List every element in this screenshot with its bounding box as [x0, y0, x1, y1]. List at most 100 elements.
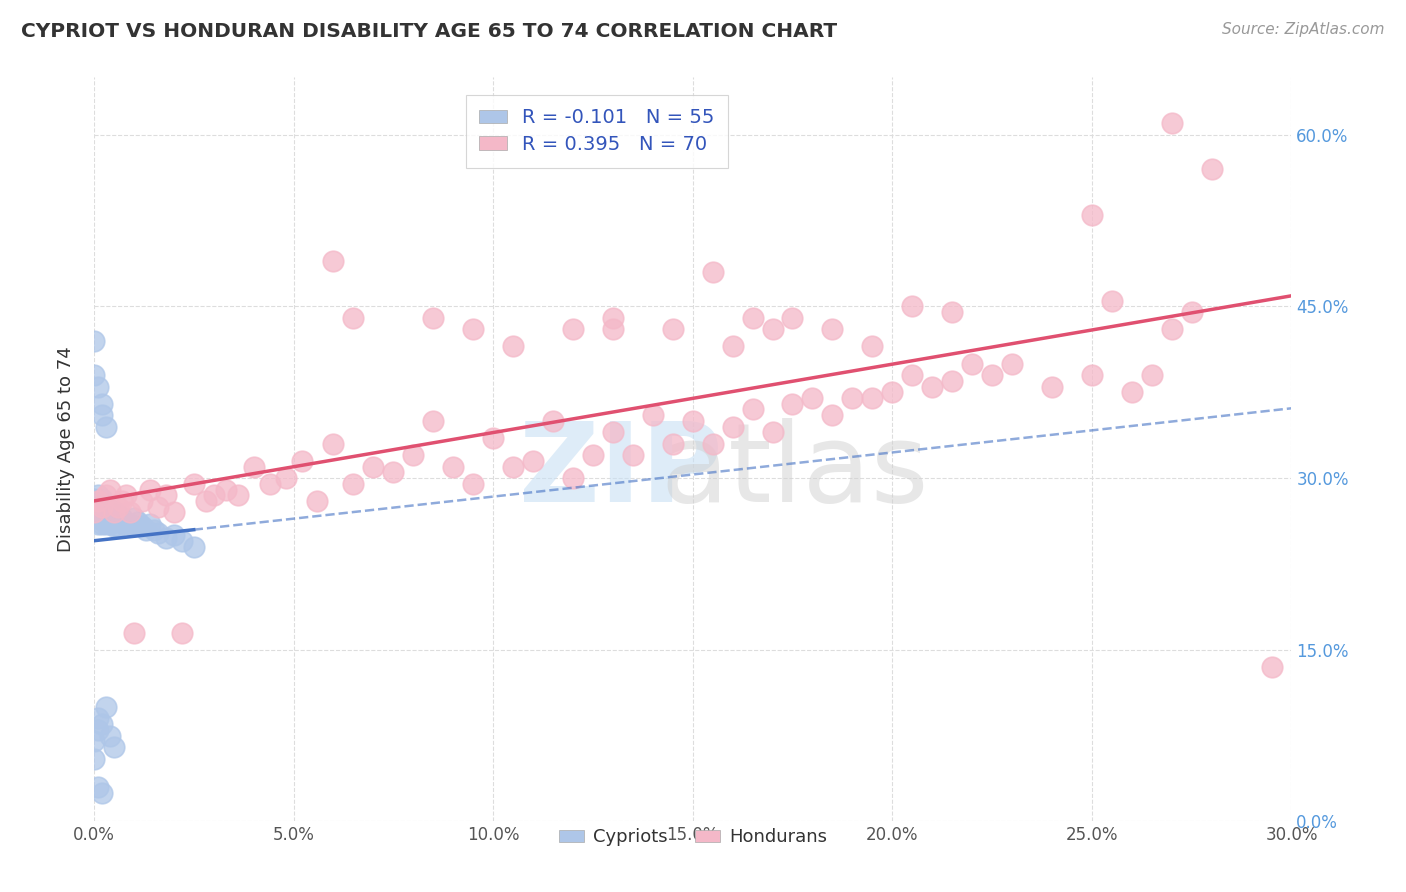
Point: [561, 471, 583, 485]
Point: [90, 491, 112, 506]
Point: [901, 368, 924, 382]
Point: [702, 436, 724, 450]
Point: [83, 491, 105, 506]
Point: [242, 459, 264, 474]
Point: [1040, 379, 1063, 393]
Point: [921, 379, 943, 393]
Point: [170, 534, 193, 549]
Point: [1181, 305, 1204, 319]
Point: [103, 505, 125, 519]
Point: [721, 339, 744, 353]
Point: [941, 305, 963, 319]
Point: [1101, 293, 1123, 308]
Point: [87, 511, 110, 525]
Point: [83, 334, 105, 348]
Point: [83, 500, 105, 514]
Point: [214, 483, 236, 497]
Point: [94, 511, 117, 525]
Point: [782, 310, 804, 325]
Point: [139, 483, 162, 497]
Point: [98, 508, 121, 522]
Point: [841, 391, 863, 405]
Point: [163, 528, 186, 542]
Point: [463, 322, 485, 336]
Point: [1081, 208, 1104, 222]
Point: [87, 780, 110, 794]
Point: [1081, 368, 1104, 382]
Point: [382, 466, 405, 480]
Point: [90, 397, 112, 411]
Point: [741, 402, 763, 417]
Point: [582, 448, 605, 462]
Point: [90, 496, 112, 510]
Point: [118, 516, 141, 531]
Point: [463, 476, 485, 491]
Point: [602, 322, 624, 336]
Point: [94, 700, 117, 714]
Point: [782, 397, 804, 411]
Point: [90, 408, 112, 422]
Point: [118, 505, 141, 519]
Point: [131, 519, 153, 533]
Point: [83, 734, 105, 748]
Point: [135, 523, 157, 537]
Point: [761, 425, 783, 440]
Point: [90, 516, 112, 531]
Point: [274, 471, 297, 485]
Text: ZIP: ZIP: [519, 418, 723, 525]
Point: [87, 508, 110, 522]
Point: [87, 494, 110, 508]
Point: [163, 505, 186, 519]
Text: CYPRIOT VS HONDURAN DISABILITY AGE 65 TO 74 CORRELATION CHART: CYPRIOT VS HONDURAN DISABILITY AGE 65 TO…: [21, 22, 837, 41]
Point: [87, 505, 110, 519]
Point: [860, 339, 883, 353]
Point: [87, 711, 110, 725]
Point: [522, 454, 544, 468]
Point: [142, 523, 165, 537]
Point: [103, 740, 125, 755]
Point: [139, 516, 162, 531]
Point: [98, 503, 121, 517]
Point: [422, 310, 444, 325]
Point: [761, 322, 783, 336]
Point: [602, 425, 624, 440]
Point: [111, 515, 134, 529]
Point: [87, 503, 110, 517]
Point: [90, 503, 112, 517]
Point: [146, 500, 169, 514]
Point: [127, 515, 149, 529]
Point: [682, 414, 704, 428]
Point: [422, 414, 444, 428]
Point: [183, 476, 205, 491]
Point: [561, 322, 583, 336]
Point: [721, 419, 744, 434]
Point: [83, 505, 105, 519]
Point: [307, 494, 329, 508]
Point: [87, 496, 110, 510]
Point: [502, 339, 524, 353]
Point: [741, 310, 763, 325]
Point: [111, 494, 134, 508]
Point: [98, 483, 121, 497]
Point: [621, 448, 644, 462]
Point: [90, 505, 112, 519]
Text: Source: ZipAtlas.com: Source: ZipAtlas.com: [1222, 22, 1385, 37]
Point: [87, 494, 110, 508]
Point: [90, 717, 112, 731]
Point: [83, 496, 105, 510]
Point: [107, 500, 129, 514]
Point: [94, 508, 117, 522]
Point: [107, 519, 129, 533]
Point: [83, 368, 105, 382]
Point: [87, 511, 110, 525]
Point: [90, 511, 112, 525]
Point: [183, 540, 205, 554]
Point: [83, 751, 105, 765]
Point: [1121, 385, 1143, 400]
Point: [290, 454, 312, 468]
Point: [155, 531, 177, 545]
Point: [259, 476, 281, 491]
Point: [90, 500, 112, 514]
Point: [1160, 116, 1182, 130]
Point: [111, 511, 134, 525]
